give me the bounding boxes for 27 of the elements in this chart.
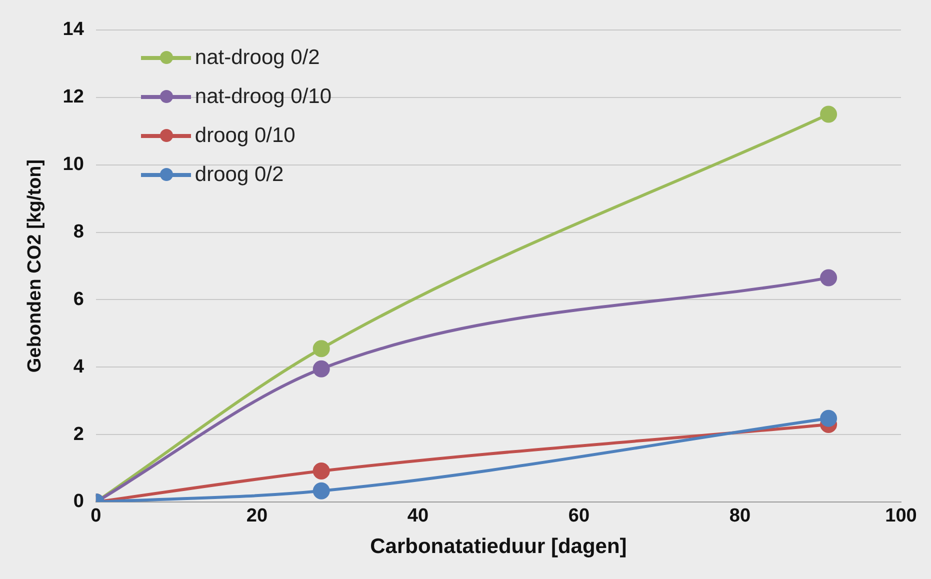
point (312, 340, 330, 358)
y-tick-label: 4 (73, 356, 84, 378)
y-tick-label: 2 (73, 424, 84, 445)
x-tick-label: 20 (246, 506, 268, 527)
x-tick-label: 80 (729, 506, 751, 527)
legend-label: droog 0/2 (194, 162, 284, 186)
y-tick-label: 14 (62, 19, 84, 40)
point (820, 106, 838, 123)
x-tick-label: 100 (885, 506, 917, 527)
x-tick-label: 60 (568, 506, 590, 527)
y-tick-label: 0 (73, 491, 84, 512)
point (820, 269, 838, 286)
point (312, 482, 330, 500)
point (820, 410, 838, 427)
y-axis-title: Gebonden CO2 [kg/ton] (24, 159, 46, 373)
legend-label: nat-droog 0/2 (194, 46, 320, 70)
legend-label: nat-droog 0/10 (194, 84, 332, 108)
x-axis-title: Carbonatatieduur [dagen] (370, 535, 627, 558)
y-tick-label: 6 (73, 288, 84, 310)
x-tick-label: 40 (407, 506, 429, 527)
point (312, 360, 330, 378)
y-tick-label: 12 (62, 86, 84, 108)
point (312, 462, 330, 480)
y-tick-label: 8 (73, 222, 84, 243)
x-tick-label: 0 (90, 506, 102, 527)
y-tick-label: 10 (62, 154, 84, 176)
legend-label: droog 0/10 (194, 124, 296, 148)
